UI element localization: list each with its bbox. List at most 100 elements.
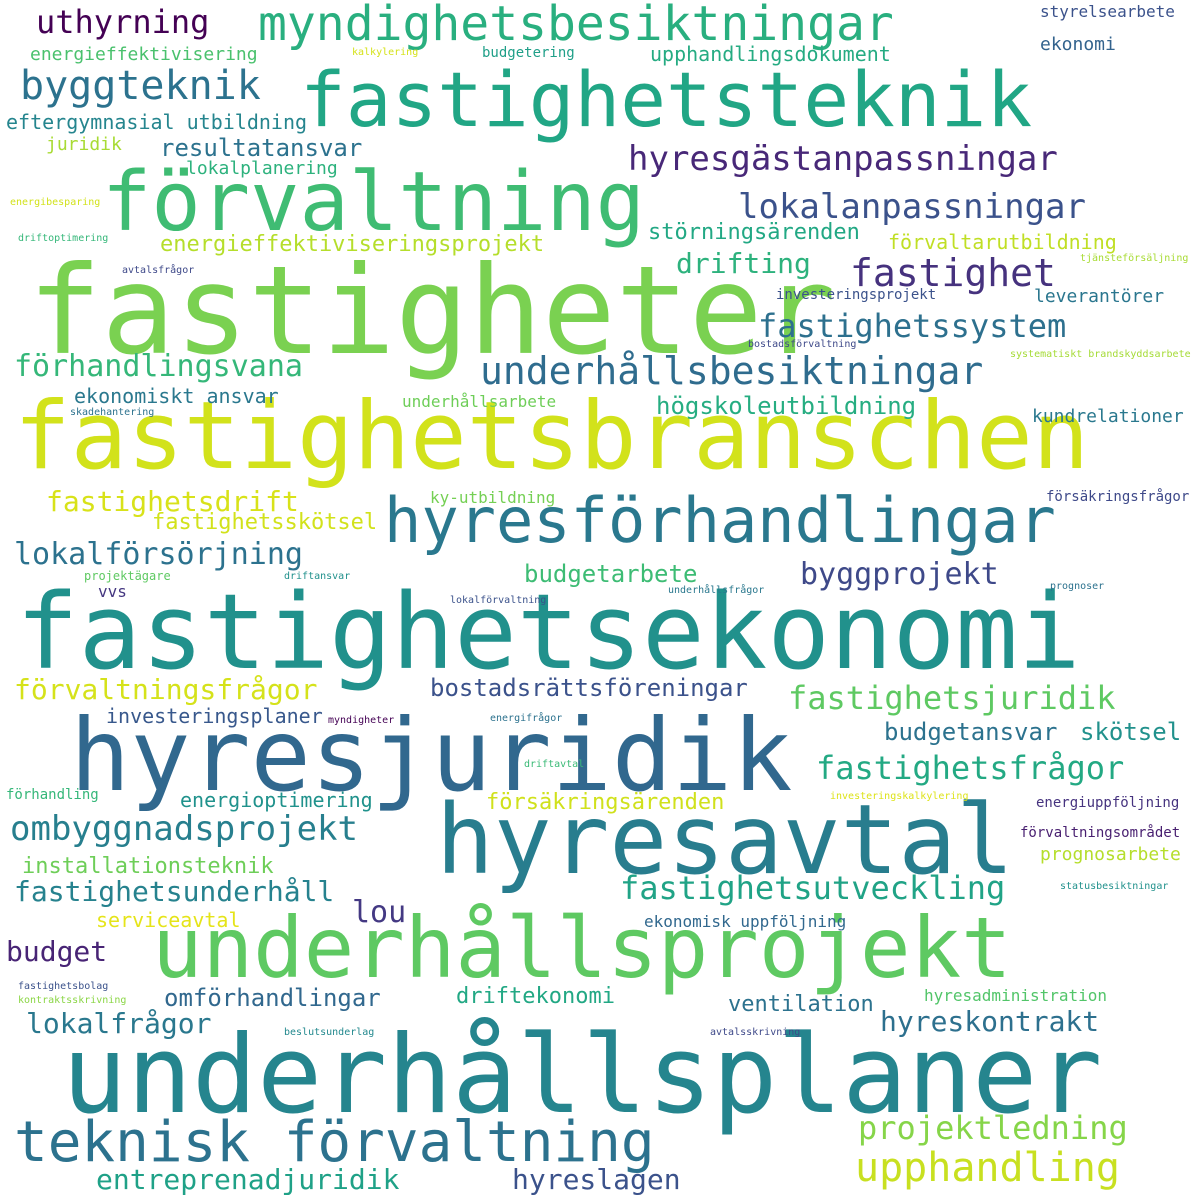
word-budgetering: budgetering bbox=[482, 45, 575, 61]
word-installationsteknik: installationsteknik bbox=[22, 854, 274, 879]
word-entreprenadjuridik: entreprenadjuridik bbox=[96, 1163, 400, 1196]
word-storningsarenden: störningsärenden bbox=[648, 220, 860, 245]
word-energioptimering: energioptimering bbox=[180, 788, 373, 812]
word-vvs: vvs bbox=[98, 582, 127, 601]
word-fastighetsbranschen: fastighetsbranschen bbox=[14, 382, 1090, 491]
word-lokalforsorjning: lokalförsörjning bbox=[14, 537, 303, 572]
word-forvaltarutbildning: förvaltarutbildning bbox=[888, 230, 1117, 254]
word-leverantorer: leverantörer bbox=[1034, 286, 1165, 307]
word-forsakringsarenden: försäkringsärenden bbox=[486, 790, 725, 815]
word-kalkylering: kalkylering bbox=[352, 47, 419, 58]
word-ky-utbildning: ky-utbildning bbox=[430, 488, 556, 507]
word-fastighetsjuridik: fastighetsjuridik bbox=[788, 679, 1116, 717]
word-fastighetsutveckling: fastighetsutveckling bbox=[620, 869, 1006, 907]
word-skotsel: skötsel bbox=[1080, 718, 1182, 746]
word-energiuppfoljning: energiuppföljning bbox=[1036, 795, 1180, 811]
word-teknisk-forvaltning: teknisk förvaltning bbox=[14, 1110, 655, 1175]
word-forhandling: förhandling bbox=[6, 787, 99, 803]
word-projektagare: projektägare bbox=[84, 569, 171, 583]
word-fastighetsdrift: fastighetsdrift bbox=[46, 485, 299, 518]
word-underhallsplaner: underhållsplaner bbox=[62, 1013, 1103, 1138]
word-kontraktsskrivning: kontraktsskrivning bbox=[18, 995, 127, 1006]
word-myndigheter: myndigheter bbox=[328, 715, 395, 726]
word-driftekonomi: driftekonomi bbox=[456, 984, 615, 1009]
word-prognosarbete: prognosarbete bbox=[1040, 844, 1181, 865]
word-driftansvar: driftansvar bbox=[284, 571, 351, 582]
word-ventilation: ventilation bbox=[728, 992, 874, 1017]
word-lokalanpassningar: lokalanpassningar bbox=[738, 187, 1086, 227]
word-lou: lou bbox=[352, 895, 407, 930]
word-hyreskontrakt: hyreskontrakt bbox=[880, 1005, 1100, 1038]
word-ekonomiskt-ansvar: ekonomiskt ansvar bbox=[74, 384, 279, 408]
word-fastighetsskotsel: fastighetsskötsel bbox=[152, 510, 378, 535]
word-fastighetsekonomi: fastighetsekonomi bbox=[16, 571, 1081, 693]
word-tjansteforsaljning: tjänsteförsäljning bbox=[1080, 253, 1189, 264]
word-hyresforhandlingar: hyresförhandlingar bbox=[384, 484, 1056, 557]
word-upphandling: upphandling bbox=[855, 1145, 1120, 1191]
word-underhallsbesiktningar: underhållsbesiktningar bbox=[480, 349, 984, 393]
word-energieffektiviseringsprojekt: energieffektiviseringsprojekt bbox=[160, 232, 545, 257]
word-skadehantering: skadehantering bbox=[70, 407, 155, 418]
word-fastighet: fastighet bbox=[850, 251, 1056, 295]
word-hyresavtal: hyresavtal bbox=[436, 784, 1014, 896]
word-fastighetsbolag: fastighetsbolag bbox=[18, 981, 109, 992]
word-investeringskalkylering: investeringskalkylering bbox=[830, 791, 969, 802]
word-systematiskt-brandskyddsarbete: systematiskt brandskyddsarbete bbox=[1010, 349, 1191, 360]
word-statusbesiktningar: statusbesiktningar bbox=[1060, 881, 1169, 892]
word-fastigheter: fastigheter bbox=[28, 240, 836, 382]
word-budgetansvar: budgetansvar bbox=[884, 718, 1058, 746]
word-hyresadministration: hyresadministration bbox=[924, 986, 1108, 1005]
word-eftergymnasial-utbildning: eftergymnasial utbildning bbox=[6, 110, 308, 134]
word-uthyrning: uthyrning bbox=[36, 3, 210, 41]
word-forvaltning: förvaltning bbox=[102, 155, 646, 250]
word-lokalfragor: lokalfrågor bbox=[26, 1007, 212, 1040]
word-lokalplanering: lokalplanering bbox=[186, 158, 338, 179]
word-energifragor: energifrågor bbox=[490, 713, 563, 724]
word-projektledning: projektledning bbox=[858, 1109, 1128, 1147]
word-budget: budget bbox=[6, 935, 108, 968]
word-fastighetsteknik: fastighetsteknik bbox=[300, 55, 1033, 144]
word-ombyggnadsprojekt: ombyggnadsprojekt bbox=[10, 809, 358, 849]
word-myndighetsbesiktningar: myndighetsbesiktningar bbox=[258, 0, 894, 52]
word-fastighetsfragor: fastighetsfrågor bbox=[816, 749, 1125, 787]
word-investeringsplaner: investeringsplaner bbox=[106, 704, 323, 728]
word-styrelsearbete: styrelsearbete bbox=[1040, 2, 1175, 21]
word-underhallsprojekt: underhållsprojekt bbox=[152, 899, 1012, 997]
word-kundrelationer: kundrelationer bbox=[1032, 406, 1184, 427]
word-hyresgastanpassningar: hyresgästanpassningar bbox=[628, 139, 1058, 179]
word-avtalsskrivning: avtalsskrivning bbox=[710, 1027, 801, 1038]
word-avtalsfragor: avtalsfrågor bbox=[122, 265, 195, 276]
word-drifting: drifting bbox=[676, 247, 811, 280]
word-energibesparing: energibesparing bbox=[10, 197, 101, 208]
word-beslutsunderlag: beslutsunderlag bbox=[284, 1027, 375, 1038]
word-upphandlingsdokument: upphandlingsdokument bbox=[650, 42, 891, 66]
word-byggprojekt: byggprojekt bbox=[800, 557, 999, 592]
word-budgetarbete: budgetarbete bbox=[524, 560, 698, 588]
word-driftavtal: driftavtal bbox=[524, 759, 585, 770]
word-hogskoleutbildning: högskoleutbildning bbox=[656, 392, 917, 420]
word-ekonomisk-uppfoljning: ekonomisk uppföljning bbox=[644, 912, 847, 931]
word-lokalforvaltning: lokalförvaltning bbox=[450, 595, 547, 606]
word-ekonomi: ekonomi bbox=[1040, 34, 1116, 55]
word-forhandlingsvana: förhandlingsvana bbox=[14, 349, 303, 384]
word-bostadsrattsforeningar: bostadsrättsföreningar bbox=[430, 674, 748, 702]
word-omforhandlingar: omförhandlingar bbox=[164, 984, 381, 1012]
word-energieffektivisering: energieffektivisering bbox=[30, 44, 258, 65]
word-driftoptimering: driftoptimering bbox=[18, 233, 109, 244]
word-fastighetsunderhall: fastighetsunderhåll bbox=[14, 875, 335, 908]
word-forvaltningsfragor: förvaltningsfrågor bbox=[14, 673, 318, 706]
word-prognoser: prognoser bbox=[1050, 581, 1105, 592]
word-resultatansvar: resultatansvar bbox=[160, 134, 363, 162]
word-forvaltningsomradet: förvaltningsområdet bbox=[1020, 825, 1181, 841]
word-underhallsfragor: underhållsfrågor bbox=[668, 585, 765, 596]
word-serviceavtal: serviceavtal bbox=[96, 908, 241, 932]
word-investeringsprojekt: investeringsprojekt bbox=[776, 287, 937, 303]
word-forsakringsfragor: försäkringsfrågor bbox=[1046, 489, 1190, 505]
word-hyresjuridik: hyresjuridik bbox=[70, 697, 793, 814]
word-hyreslagen: hyreslagen bbox=[512, 1163, 681, 1196]
word-byggteknik: byggteknik bbox=[20, 63, 261, 109]
word-underhallsarbete: underhållsarbete bbox=[402, 392, 557, 411]
word-bostadsforvaltning: bostadsförvaltning bbox=[748, 339, 857, 350]
word-juridik: juridik bbox=[46, 134, 122, 155]
